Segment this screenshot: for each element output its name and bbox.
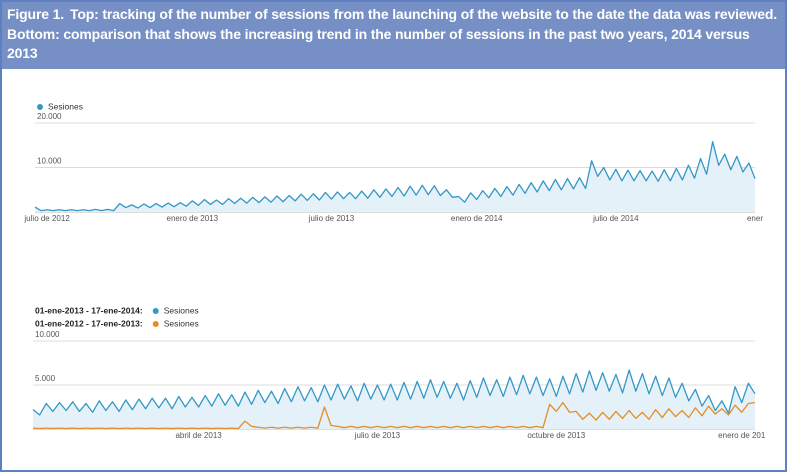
legend-label: Sesiones — [164, 305, 199, 315]
line — [32, 401, 756, 430]
y-tick-label: 10.000 — [35, 330, 60, 339]
legend-label: Sesiones — [164, 318, 199, 328]
x-tick-label: ener — [747, 214, 763, 223]
caption-label: Figure 1. — [7, 6, 64, 22]
x-tick-label: julio de 2013 — [354, 431, 401, 440]
x-tick-label: octubre de 2013 — [527, 431, 585, 440]
legend-marker — [152, 321, 159, 327]
legend-marker — [152, 308, 159, 314]
x-tick-label: julio de 2013 — [308, 214, 355, 223]
x-tick-label: enero de 201 — [718, 431, 766, 440]
x-tick-label: julio de 2014 — [592, 214, 639, 223]
line — [32, 369, 756, 416]
caption-text: Top: tracking of the number of sessions … — [7, 6, 777, 61]
y-tick-label: 20.000 — [37, 112, 62, 121]
x-tick-label: abril de 2013 — [175, 431, 222, 440]
x-tick-label: enero de 2013 — [167, 214, 219, 223]
x-tick-label: enero de 2014 — [451, 214, 503, 223]
legend-period: 01-ene-2013 - 17-ene-2014: — [35, 305, 143, 315]
line — [34, 141, 756, 212]
area — [33, 370, 755, 429]
legend-label: Sesiones — [48, 101, 83, 111]
x-tick-label: julio de 2012 — [23, 214, 70, 223]
y-tick-label: 10.000 — [37, 157, 62, 166]
legend-marker — [37, 104, 43, 110]
area — [35, 141, 755, 212]
y-tick-label: 5.000 — [35, 374, 56, 383]
legend-period: 01-ene-2012 - 17-ene-2013: — [35, 318, 143, 328]
caption: Figure 1. Top: tracking of the number of … — [2, 2, 785, 69]
